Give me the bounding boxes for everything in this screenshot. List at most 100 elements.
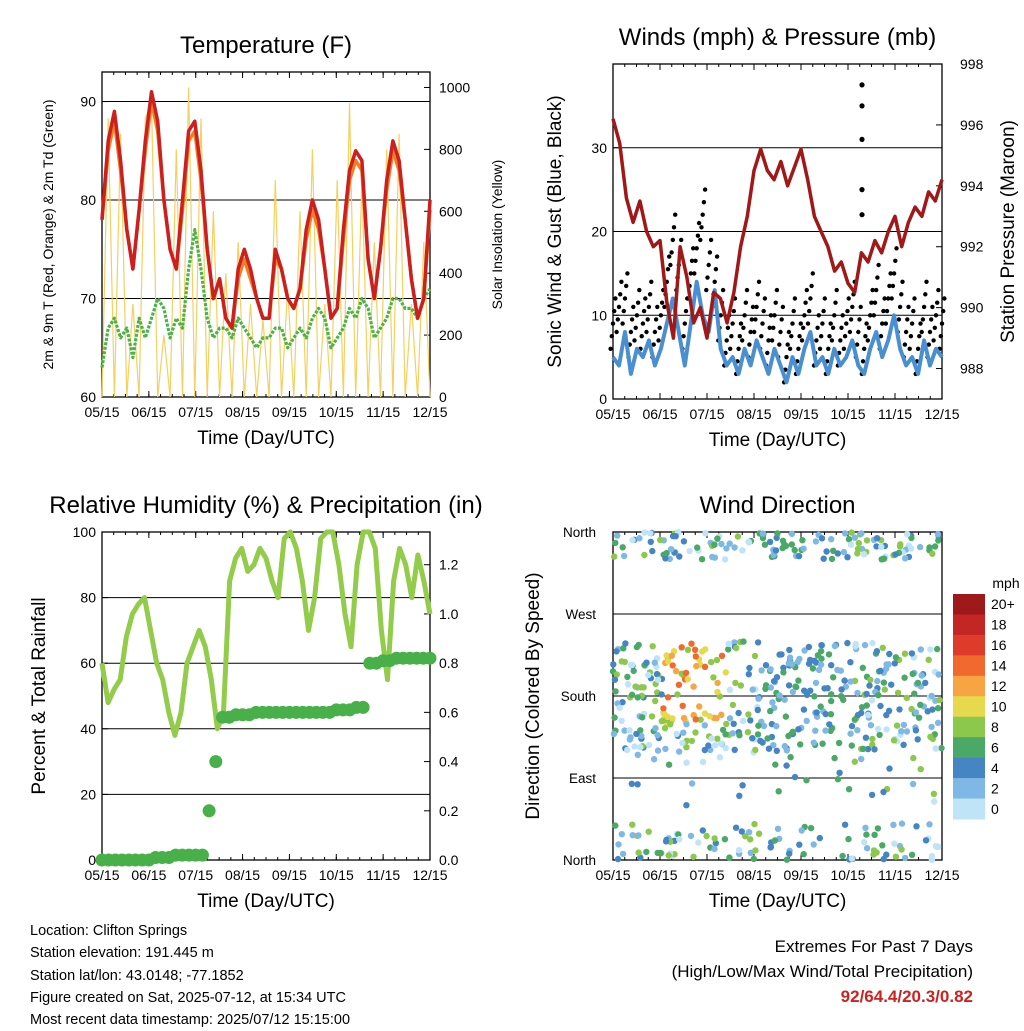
gust-point	[799, 338, 805, 343]
wind-direction-point	[767, 707, 774, 715]
wind-direction-point	[916, 543, 924, 551]
gust-point	[749, 317, 754, 322]
gust-point	[893, 258, 898, 263]
gust-point	[933, 313, 939, 318]
wind-direction-point	[662, 745, 669, 753]
wind-direction-point	[705, 742, 712, 749]
gust-point	[826, 346, 831, 351]
gust-outlier-point	[859, 212, 865, 218]
wind-direction-point	[800, 706, 808, 713]
gust-point	[625, 271, 630, 276]
wind-direction-point	[886, 650, 893, 658]
wind-direction-point	[669, 715, 676, 722]
wind-direction-point	[892, 853, 900, 860]
temp-2m-line	[100, 89, 432, 330]
gust-point	[622, 296, 628, 301]
wind-direction-point	[683, 721, 690, 728]
gust-point	[805, 321, 811, 326]
wind-direction-point	[618, 831, 625, 838]
wind-direction-point	[745, 711, 752, 718]
wind-direction-panel: 05/15 06/15 07/15 08/15 09/15 10/15 11/15 12/15…	[523, 492, 960, 912]
wind-direction-point	[711, 845, 718, 853]
y2-tick-label: 988	[960, 361, 984, 377]
x-tick-label: 08/15	[225, 867, 260, 883]
wind-direction-point	[706, 713, 713, 720]
gust-point	[846, 296, 851, 301]
x-tick-label: 12/15	[924, 406, 959, 422]
gust-point	[724, 338, 729, 343]
wind-direction-point	[851, 716, 858, 723]
wind-direction-point	[658, 691, 665, 698]
wind-direction-point	[611, 676, 619, 683]
wind-direction-point	[652, 725, 659, 732]
gust-point	[614, 329, 619, 335]
gust-point	[903, 329, 909, 335]
gust-point	[730, 321, 735, 326]
wind-direction-point	[775, 788, 782, 795]
wind-direction-point	[711, 541, 718, 548]
wind-direction-point	[871, 831, 878, 838]
wind-direction-point	[638, 732, 645, 740]
gust-point	[938, 334, 943, 339]
wind-direction-point	[803, 777, 810, 784]
y-tick-label: North	[563, 525, 596, 540]
gust-point	[637, 287, 642, 293]
wind-direction-point	[915, 714, 923, 721]
wind-direction-point	[854, 727, 861, 734]
speed-colorbar: mph 20+ 18 16 14 12 10 8 6 4 2 0	[953, 575, 1020, 820]
wind-direction-point	[613, 648, 620, 655]
wind-direction-point	[690, 853, 697, 860]
gust-point	[629, 317, 635, 322]
wind-direction-point	[635, 832, 642, 839]
gust-point	[741, 325, 746, 330]
wind-direction-point	[680, 714, 688, 722]
wind-direction-point	[805, 660, 813, 667]
wind-direction-point	[898, 820, 906, 827]
y-tick-label: West	[565, 607, 596, 622]
gust-point	[768, 313, 774, 318]
y2-tick-label: 1.2	[439, 557, 459, 573]
gust-outlier-point	[859, 136, 865, 142]
wind-direction-point	[672, 533, 679, 540]
wind-direction-point	[680, 729, 687, 736]
gust-point	[830, 325, 836, 330]
wind-direction-point	[673, 730, 680, 738]
wind-direction-point	[709, 553, 716, 561]
wind-direction-point	[867, 676, 874, 683]
gust-point	[841, 346, 847, 351]
x-axis-label: Time (Day/UTC)	[709, 430, 847, 451]
y-tick-label: 0	[599, 391, 607, 407]
wind-direction-point	[676, 553, 683, 560]
wind-direction-point	[761, 541, 769, 548]
wind-direction-point	[633, 730, 640, 738]
wind-direction-point	[653, 670, 661, 678]
gust-point	[633, 325, 638, 330]
wind-direction-point	[615, 841, 622, 848]
gust-point	[863, 334, 868, 339]
wind-direction-point	[891, 840, 898, 847]
gust-point	[747, 342, 752, 347]
gust-point	[931, 338, 936, 343]
gust-point	[872, 300, 878, 305]
gust-point	[752, 329, 757, 335]
wind-direction-point	[668, 546, 675, 553]
y2-tick-label: 600	[439, 203, 463, 219]
wind-direction-point	[888, 681, 895, 688]
gust-point	[927, 329, 933, 335]
gust-point	[923, 292, 928, 297]
wind-direction-point	[807, 687, 814, 694]
wind-direction-point	[767, 666, 774, 673]
gust-point	[720, 287, 726, 293]
wind-direction-point	[789, 728, 796, 735]
x-tick-label: 07/15	[178, 867, 213, 883]
wind-direction-point	[710, 674, 717, 681]
wind-direction-point	[863, 702, 870, 709]
wind-direction-point	[752, 847, 759, 854]
wind-direction-point	[692, 716, 699, 723]
wind-direction-point	[914, 736, 921, 743]
wind-direction-point	[812, 538, 820, 545]
wind-direction-point	[688, 780, 696, 787]
wind-direction-point	[864, 745, 872, 753]
x-tick-label: 11/15	[366, 404, 400, 420]
wind-direction-point	[629, 661, 636, 669]
